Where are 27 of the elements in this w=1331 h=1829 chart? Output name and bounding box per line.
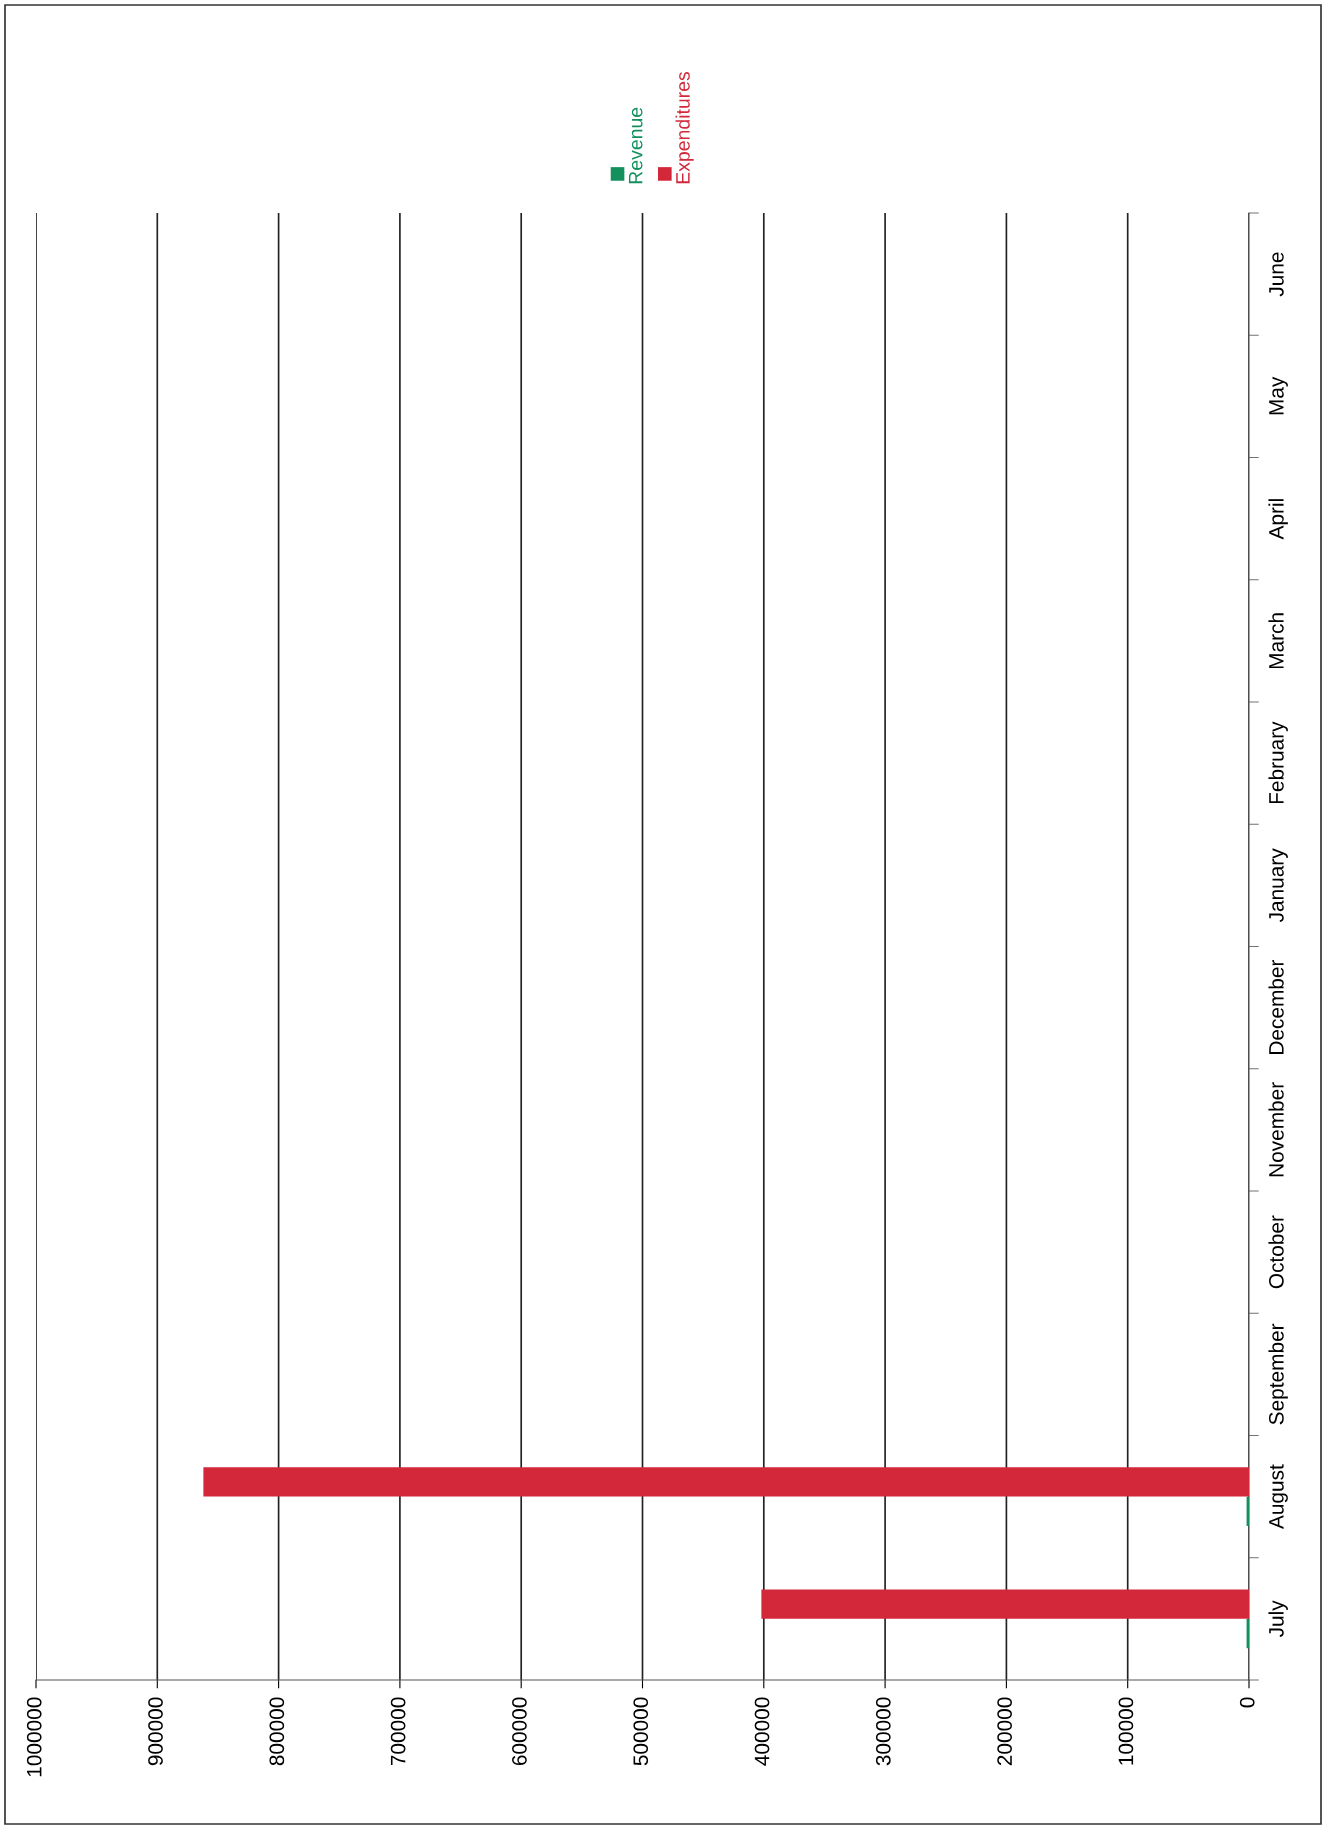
- x-tick-label: 600000: [512, 1697, 527, 1766]
- y-tick-label: August: [1269, 1464, 1288, 1530]
- x-tick-label: 700000: [390, 1697, 406, 1766]
- x-tick-label: 900000: [148, 1697, 163, 1766]
- bar: [203, 1467, 1249, 1497]
- x-tick-label: 0: [1239, 1697, 1255, 1708]
- y-tick-label: January: [1269, 848, 1288, 923]
- x-tick-label: 400000: [754, 1697, 770, 1766]
- y-tick-label: November: [1268, 1082, 1284, 1177]
- y-tick-label: June: [1269, 252, 1284, 297]
- y-tick-label: December: [1268, 959, 1284, 1054]
- text: Revenue: [628, 107, 643, 184]
- x-tick-label: 100000: [1118, 1697, 1134, 1765]
- y-tick-label: February: [1268, 721, 1288, 804]
- y-tick-label: September: [1268, 1323, 1288, 1425]
- x-tick-label: 800000: [269, 1697, 285, 1766]
- text: Expenditures: [675, 71, 694, 184]
- y-tick-label: July: [1268, 1600, 1288, 1638]
- x-tick-label: 200000: [997, 1697, 1012, 1766]
- y-tick-label: October: [1268, 1215, 1284, 1289]
- bar: [761, 1589, 1249, 1619]
- x-tick-label: 300000: [875, 1697, 891, 1766]
- y-tick-label: March: [1268, 613, 1284, 669]
- x-tick-label: 500000: [633, 1697, 649, 1766]
- y-tick-label: May: [1269, 376, 1288, 415]
- y-tick-label: April: [1268, 499, 1288, 540]
- x-tick-label: 1000000: [26, 1697, 42, 1777]
